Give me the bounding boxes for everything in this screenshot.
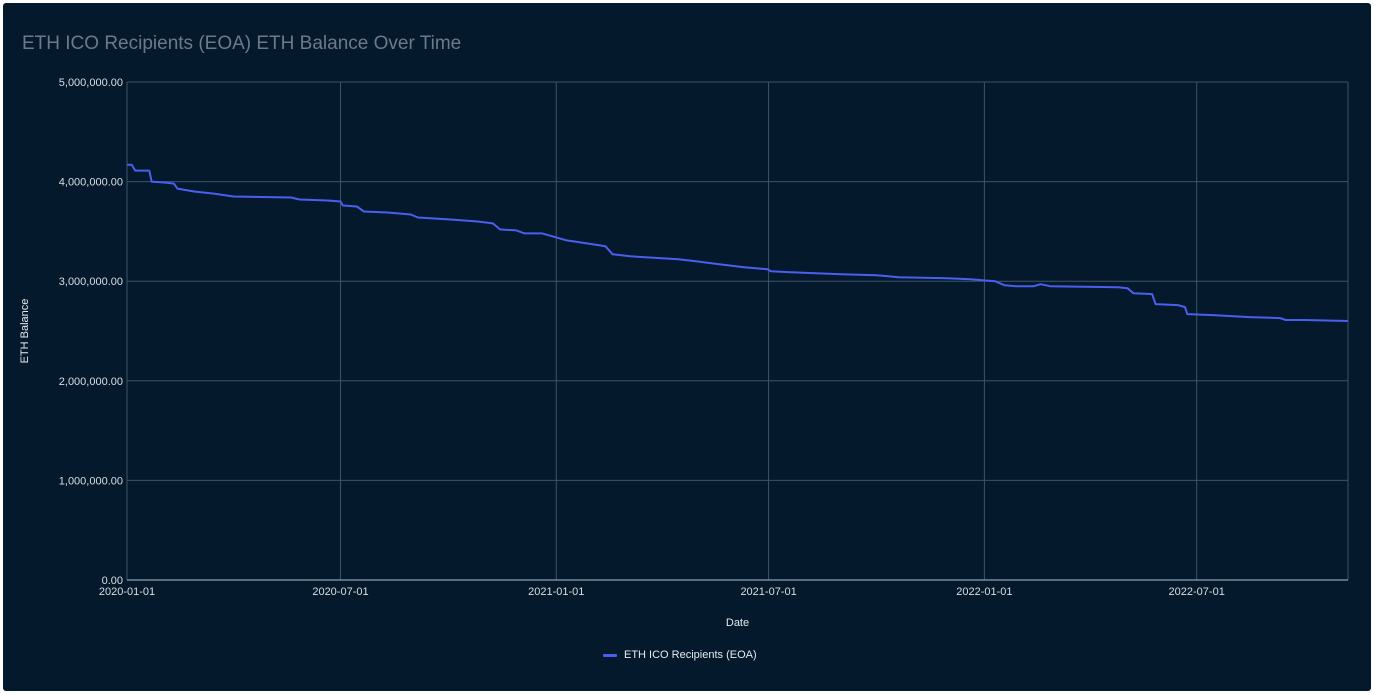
x-tick-label: 2021-01-01 [528, 586, 584, 598]
legend-label: ETH ICO Recipients (EOA) [624, 649, 757, 661]
y-gridlines [127, 81, 1348, 481]
series-line-eth-ico-recipients [127, 163, 1349, 322]
x-tick-label: 2020-01-01 [99, 586, 155, 598]
y-tick-label: 5,000,000.00 [59, 77, 123, 89]
chart-title: ETH ICO Recipients (EOA) ETH Balance Ove… [22, 33, 462, 54]
x-axis-title: Date [726, 617, 749, 629]
y-tick-label: 4,000,000.00 [59, 177, 123, 189]
y-tick-labels: 0.00 1,000,000.00 2,000,000.00 3,000,000.00… [59, 77, 123, 587]
x-tick-label: 2022-01-01 [956, 586, 1012, 598]
chart-panel: ETH ICO Recipients (EOA) ETH Balance Ove… [3, 3, 1371, 691]
line-chart: 0.00 1,000,000.00 2,000,000.00 3,000,000.00… [19, 77, 1349, 629]
y-axis-title: ETH Balance [19, 299, 31, 364]
x-tick-label: 2021-07-01 [740, 586, 796, 598]
x-tick-label: 2022-07-01 [1169, 586, 1225, 598]
x-tick-labels: 2020-01-01 2020-07-01 2021-01-01 2021-07-01… [99, 586, 1225, 598]
legend-swatch [603, 653, 617, 657]
x-gridlines [126, 82, 1349, 580]
legend[interactable]: ETH ICO Recipients (EOA) [603, 649, 757, 661]
y-tick-label: 3,000,000.00 [59, 276, 123, 288]
x-tick-label: 2020-07-01 [312, 586, 368, 598]
y-tick-label: 2,000,000.00 [59, 376, 123, 388]
y-tick-label: 0.00 [102, 575, 123, 587]
y-tick-label: 1,000,000.00 [59, 475, 123, 487]
